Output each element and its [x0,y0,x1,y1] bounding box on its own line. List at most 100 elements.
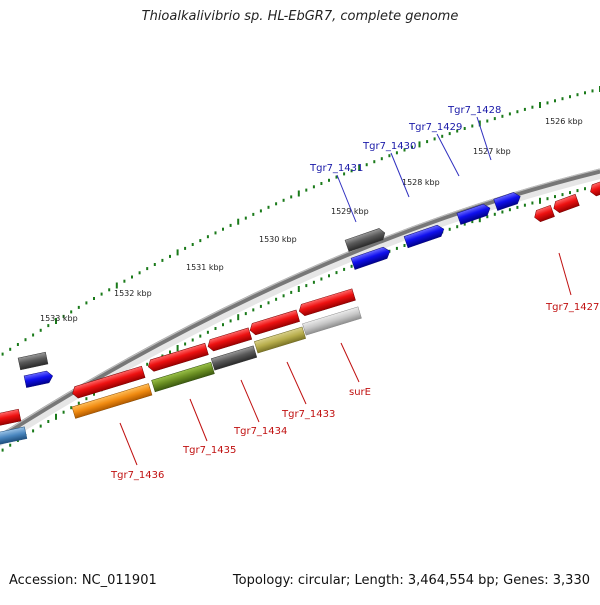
upper-track-minor-tick [108,288,111,292]
gene-Tgr7_1431-cds[interactable] [350,245,392,270]
gene-label-Tgr7_1433[interactable]: Tgr7_1433 [281,409,335,420]
lower-track-minor-tick [343,267,346,271]
gene-label-surE[interactable]: surE [349,387,371,398]
feature-Tgr7_1435-green[interactable] [151,361,215,393]
lower-track-minor-tick [569,191,571,195]
upper-track-minor-tick [561,97,564,101]
lower-track-minor-tick [561,193,564,197]
upper-track-minor-tick [16,343,19,346]
lower-track-minor-tick [222,323,224,327]
gene-label-Tgr7_1428[interactable]: Tgr7_1428 [447,105,501,116]
lower-track-minor-tick [523,203,526,207]
upper-track-minor-tick [77,305,80,309]
lower-track-minor-tick [554,195,556,199]
genome-backbone [0,168,600,440]
upper-track-minor-tick [259,209,262,213]
lower-track-major-tick [55,413,57,420]
upper-track-minor-tick [199,239,202,243]
scale-label-1532: 1532 kbp [114,289,152,298]
upper-track-minor-tick [305,188,308,192]
upper-track-minor-tick [426,140,429,144]
lower-track-minor-tick [305,284,308,288]
upper-track-minor-tick [275,202,278,206]
upper-track-minor-tick [569,95,571,99]
upper-track-major-tick [478,120,481,127]
map-title: Thioalkalivibrio sp. HL-EbGR7, complete … [141,9,459,24]
upper-track-minor-tick [508,112,511,116]
gene-Tgr7_1430[interactable] [403,223,446,249]
upper-track-minor-tick [516,110,519,114]
upper-track-minor-tick [554,99,556,103]
leader-lines [119,116,572,466]
upper-track-minor-tick [47,324,50,328]
feature-Tgr7_1434-gray[interactable] [210,345,258,371]
lower-track-minor-tick [32,429,35,433]
lower-track-minor-tick [275,297,278,301]
upper-track-minor-tick [282,198,285,202]
gene-Tgr7_1428[interactable] [493,191,522,211]
lower-track-minor-tick [1,448,4,452]
upper-track-minor-tick [62,314,65,318]
gene-label-Tgr7_1434[interactable]: Tgr7_1434 [233,426,287,437]
feature-Tgr7_1436-orange[interactable] [71,383,153,419]
gene-Tgr7_1435[interactable] [147,342,209,372]
feature-Tgr7_1433-olive[interactable] [254,326,306,354]
gene-label-Tgr7_1436[interactable]: Tgr7_1436 [110,470,164,481]
upper-track-minor-tick [70,310,73,314]
gene-Tgr7_1427[interactable] [533,204,555,223]
gene-label-Tgr7_1430[interactable]: Tgr7_1430 [362,141,416,152]
upper-track-minor-tick [441,134,444,138]
upper-track-major-tick [176,249,179,256]
gene-left-pseudo[interactable] [17,351,49,371]
gene-label-Tgr7_1427[interactable]: Tgr7_1427 [545,302,599,313]
leader-Tgr7_1434 [240,379,260,423]
gene-Tgr7_1436[interactable] [71,365,146,399]
upper-track-minor-tick [138,271,141,275]
upper-track-minor-tick [531,105,534,109]
gene-surE[interactable] [297,288,356,317]
upper-track-minor-tick [184,246,187,250]
upper-track-minor-tick [328,178,330,182]
upper-track-minor-tick [214,231,217,235]
upper-track-minor-tick [411,145,413,149]
lower-track-minor-tick [448,227,451,231]
lower-track-minor-tick [62,410,65,414]
upper-track-minor-tick [350,169,353,173]
reverse-strand-genes [0,178,600,446]
forward-strand-genes [17,191,522,388]
gene-right-edge[interactable] [588,178,600,197]
lower-track-minor-tick [516,205,519,209]
upper-track-minor-tick [501,114,504,118]
gene-Tgr7_1429[interactable] [456,202,492,225]
gene-Tgr7_1427b[interactable] [552,193,580,214]
gene-Tgr7_1433[interactable] [248,309,300,336]
feature-surE-gray[interactable] [302,306,362,336]
upper-track-minor-tick [252,212,255,216]
gene-label-Tgr7_1429[interactable]: Tgr7_1429 [408,122,462,133]
upper-track-minor-tick [523,107,526,111]
upper-track-minor-tick [343,172,346,176]
lower-track-minor-tick [290,290,293,294]
gene-label-Tgr7_1435[interactable]: Tgr7_1435 [182,445,236,456]
lower-track-minor-tick [184,342,187,346]
gene-label-Tgr7_1431[interactable]: Tgr7_1431 [309,163,363,174]
leader-Tgr7_1435 [189,398,208,442]
upper-track-minor-tick [39,328,42,332]
lower-track-minor-tick [546,197,549,201]
lower-track-minor-tick [39,424,42,428]
scale-label-1530: 1530 kbp [259,235,297,244]
upper-track-minor-tick [335,175,338,179]
gene-Tgr7_1431[interactable] [344,227,387,252]
upper-track-minor-tick [85,301,88,305]
upper-track-minor-tick [244,216,247,220]
feature-left-steel[interactable] [0,426,28,446]
gene-Tgr7_1434[interactable] [206,327,253,352]
upper-track-minor-tick [373,160,376,164]
lower-track-minor-tick [493,212,496,216]
gene-left-reverse[interactable] [0,408,22,428]
gene-left-forward[interactable] [23,370,54,388]
gene-labels: Tgr7_1428 Tgr7_1429 Tgr7_1430 Tgr7_1431 … [110,105,599,481]
lower-track-minor-tick [350,264,353,268]
lower-track-minor-tick [229,319,232,323]
